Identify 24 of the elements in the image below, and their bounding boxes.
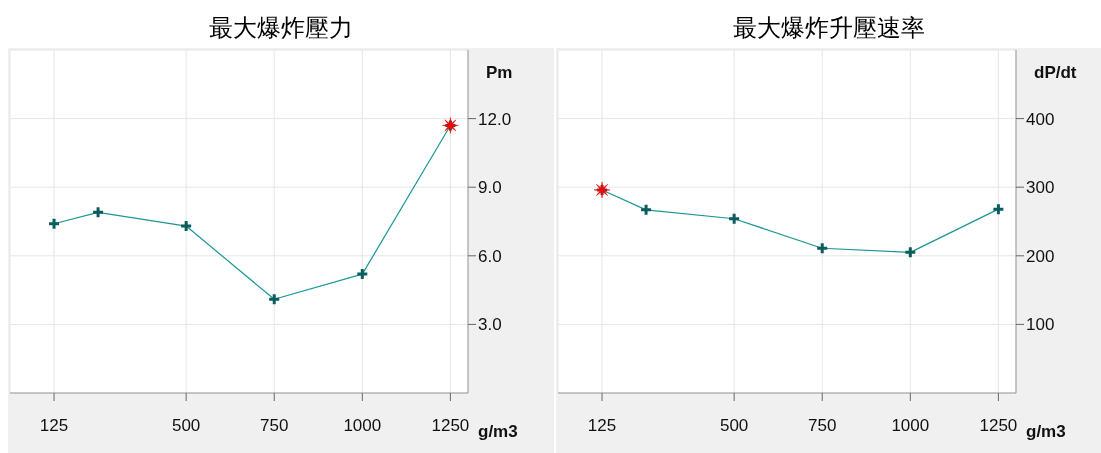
x-tick-label: 125 [587,416,617,436]
x-tick-label: 500 [171,416,201,436]
x-tick-label: 750 [808,416,837,436]
y-tick-label: 100 [1026,315,1055,335]
x-tick-label: 500 [719,416,749,436]
y-axis-title: dP/dt [1034,63,1077,82]
chart-title: 最大爆炸升壓速率 [556,8,1101,48]
y-tick-label: 9.0 [478,178,502,198]
y-tick-label: 200 [1026,246,1055,266]
x-tick-label: 1250 [979,416,1018,436]
y-tick-label: 300 [1026,178,1055,198]
x-tick-label: 1000 [891,416,930,436]
y-tick-label: 400 [1026,109,1055,129]
y-tick-label: 12.0 [478,109,512,129]
y-axis-title: Pm [486,63,513,82]
x-tick-label: 1000 [343,416,382,436]
x-tick-label: 1250 [431,416,470,436]
y-tick-label: 3.0 [478,315,502,335]
x-axis-title: g/m3 [1026,422,1066,441]
x-axis-title: g/m3 [478,422,518,441]
y-tick-label: 6.0 [478,246,502,266]
chart-title: 最大爆炸壓力 [8,8,554,48]
x-tick-label: 125 [39,416,69,436]
x-tick-label: 750 [260,416,289,436]
